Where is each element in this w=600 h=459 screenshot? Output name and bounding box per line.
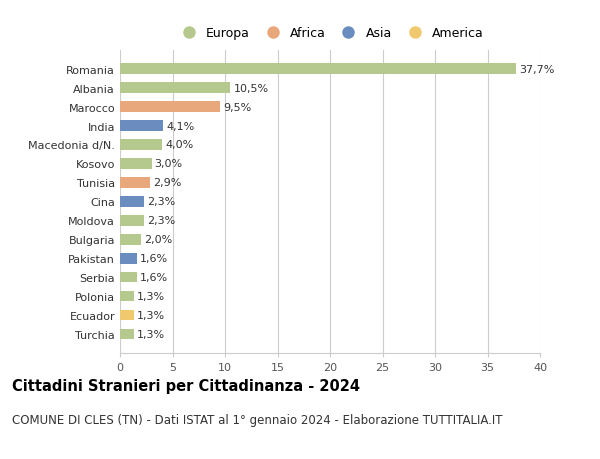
Text: 1,3%: 1,3% <box>137 330 165 340</box>
Text: 10,5%: 10,5% <box>233 84 269 93</box>
Text: 4,0%: 4,0% <box>165 140 193 150</box>
Bar <box>120 102 220 112</box>
Text: 9,5%: 9,5% <box>223 102 251 112</box>
Text: 2,9%: 2,9% <box>154 178 182 188</box>
Bar <box>120 140 162 151</box>
Text: 37,7%: 37,7% <box>519 64 554 74</box>
Text: Cittadini Stranieri per Cittadinanza - 2024: Cittadini Stranieri per Cittadinanza - 2… <box>12 379 360 394</box>
Bar <box>120 310 134 321</box>
Bar <box>120 329 134 340</box>
Text: 1,3%: 1,3% <box>137 311 165 320</box>
Bar <box>120 64 516 75</box>
Text: 2,3%: 2,3% <box>148 197 176 207</box>
Bar <box>120 273 137 283</box>
Bar <box>120 83 230 94</box>
Bar <box>120 197 144 207</box>
Text: 4,1%: 4,1% <box>166 121 194 131</box>
Text: 3,0%: 3,0% <box>155 159 183 169</box>
Bar <box>120 121 163 131</box>
Text: COMUNE DI CLES (TN) - Dati ISTAT al 1° gennaio 2024 - Elaborazione TUTTITALIA.IT: COMUNE DI CLES (TN) - Dati ISTAT al 1° g… <box>12 413 503 426</box>
Text: 1,6%: 1,6% <box>140 273 168 283</box>
Bar <box>120 178 151 188</box>
Text: 1,3%: 1,3% <box>137 291 165 302</box>
Bar <box>120 216 144 226</box>
Text: 2,3%: 2,3% <box>148 216 176 226</box>
Bar <box>120 291 134 302</box>
Text: 2,0%: 2,0% <box>144 235 172 245</box>
Bar <box>120 235 141 245</box>
Text: 1,6%: 1,6% <box>140 254 168 264</box>
Bar <box>120 159 151 169</box>
Legend: Europa, Africa, Asia, America: Europa, Africa, Asia, America <box>172 23 488 44</box>
Bar <box>120 253 137 264</box>
